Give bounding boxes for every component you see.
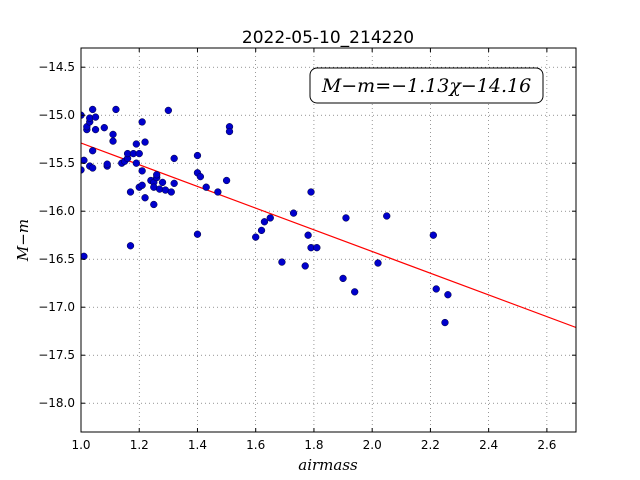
grid-lines bbox=[80, 48, 576, 432]
y-tick-label: −15.0 bbox=[38, 108, 75, 122]
data-point bbox=[126, 242, 135, 250]
x-tick-label: 1.0 bbox=[71, 438, 90, 452]
data-point bbox=[252, 233, 260, 241]
y-tick-label: −18.0 bbox=[38, 396, 75, 410]
data-point bbox=[88, 147, 97, 155]
plot-frame bbox=[80, 47, 577, 433]
x-tick-label: 2.0 bbox=[363, 438, 382, 452]
data-point bbox=[135, 149, 143, 158]
data-point bbox=[278, 258, 286, 266]
plot-area bbox=[81, 48, 576, 432]
data-point bbox=[225, 127, 234, 136]
x-tick-label: 2.2 bbox=[421, 438, 440, 452]
annotation-box bbox=[309, 67, 544, 104]
data-point bbox=[132, 159, 140, 167]
data-point bbox=[141, 194, 149, 202]
data-point bbox=[138, 118, 146, 126]
data-point bbox=[88, 105, 97, 114]
data-point bbox=[91, 125, 100, 134]
data-point bbox=[150, 200, 158, 209]
data-point bbox=[342, 214, 350, 222]
data-point bbox=[170, 154, 178, 163]
data-point bbox=[164, 106, 173, 115]
axis-ticks: 1.0 1.2 1.4 1.6 1.8 2.0 2.2 2.4 2.6 −14.5 −15.0 −15… bbox=[38, 48, 576, 452]
data-point bbox=[100, 124, 108, 132]
y-axis-label: M−m bbox=[14, 219, 32, 262]
data-point bbox=[81, 156, 88, 164]
data-point bbox=[153, 171, 161, 179]
data-point bbox=[91, 113, 100, 121]
fit-equation: M−m=−1.13χ−14.16 bbox=[321, 75, 531, 97]
data-point bbox=[266, 214, 274, 222]
data-point bbox=[81, 252, 88, 260]
data-points bbox=[81, 105, 452, 327]
y-tick-label: −14.5 bbox=[38, 60, 75, 74]
data-point bbox=[193, 230, 202, 238]
y-tick-label: −15.5 bbox=[38, 156, 75, 170]
data-point bbox=[141, 138, 149, 146]
y-tick-label: −16.5 bbox=[38, 252, 75, 266]
x-tick-label: 1.2 bbox=[130, 438, 149, 452]
y-tick-label: −17.5 bbox=[38, 348, 75, 362]
data-point bbox=[202, 183, 210, 191]
data-point bbox=[441, 318, 449, 327]
data-point bbox=[301, 262, 309, 270]
x-tick-label: 1.6 bbox=[246, 438, 265, 452]
x-tick-label: 2.4 bbox=[479, 438, 498, 452]
data-point bbox=[429, 231, 437, 239]
data-point bbox=[138, 167, 146, 175]
data-point bbox=[432, 285, 440, 293]
data-point bbox=[260, 218, 269, 226]
data-point bbox=[132, 140, 140, 148]
data-point bbox=[289, 209, 298, 217]
data-point bbox=[313, 244, 321, 252]
fit-line-group bbox=[81, 142, 576, 329]
chart-title: 2022-05-10_214220 bbox=[242, 28, 414, 48]
x-tick-label: 2.6 bbox=[537, 438, 556, 452]
x-tick-label: 1.4 bbox=[188, 438, 207, 452]
data-point bbox=[170, 179, 178, 188]
data-point bbox=[167, 188, 175, 196]
data-point bbox=[193, 151, 202, 160]
data-point bbox=[88, 164, 97, 172]
data-point bbox=[339, 274, 347, 283]
data-point bbox=[222, 176, 231, 185]
data-point bbox=[444, 291, 452, 299]
data-point bbox=[304, 231, 312, 239]
data-point bbox=[196, 172, 205, 181]
data-point bbox=[158, 178, 167, 187]
data-point bbox=[126, 188, 135, 196]
data-point bbox=[109, 130, 117, 139]
data-point bbox=[351, 288, 359, 296]
data-point bbox=[214, 188, 222, 196]
fit-equation-box: M−m=−1.13χ−14.16 bbox=[309, 67, 544, 104]
data-point bbox=[81, 166, 85, 174]
data-point bbox=[109, 137, 117, 145]
data-point bbox=[374, 259, 382, 267]
fit-line bbox=[81, 142, 576, 329]
data-point bbox=[383, 212, 391, 220]
data-point bbox=[307, 188, 315, 196]
y-tick-label: −17.0 bbox=[38, 300, 75, 314]
y-tick-label: −16.0 bbox=[38, 204, 75, 218]
x-tick-label: 1.8 bbox=[304, 438, 323, 452]
x-axis-label: airmass bbox=[298, 456, 358, 474]
data-point bbox=[138, 181, 146, 189]
data-point bbox=[257, 226, 266, 235]
data-point bbox=[112, 105, 120, 114]
data-point bbox=[103, 160, 111, 168]
